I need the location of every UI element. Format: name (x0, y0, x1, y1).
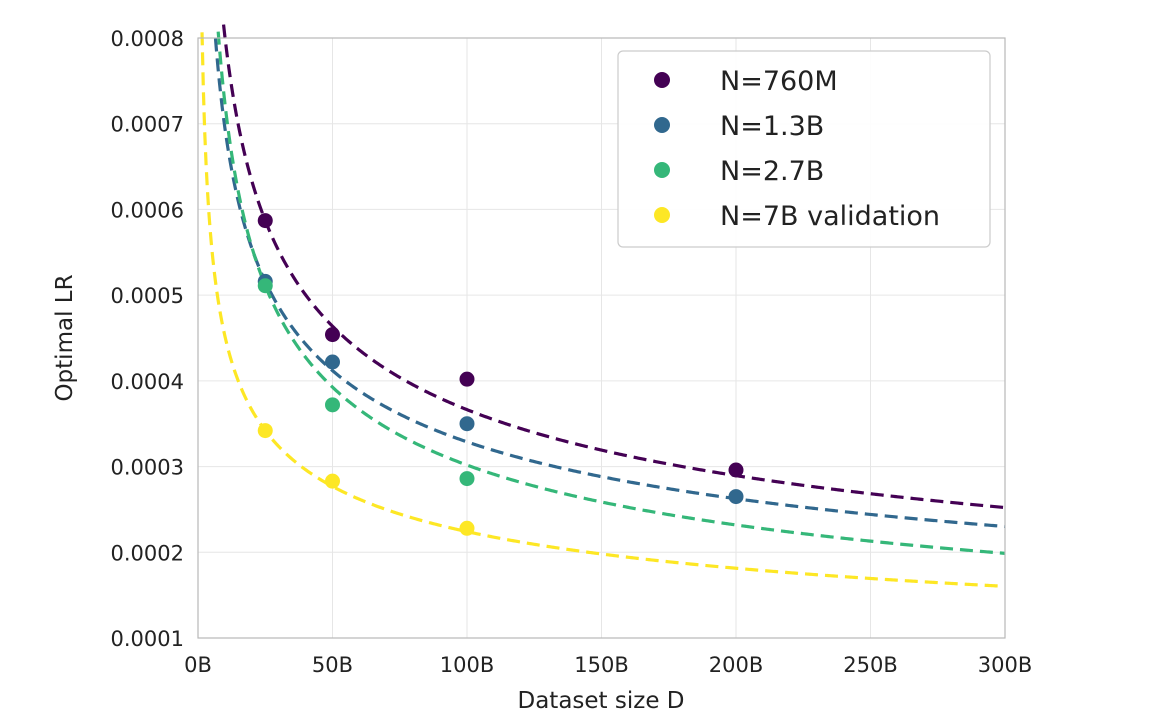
y-tick-label: 0.0002 (111, 541, 184, 565)
x-tick-label: 100B (440, 653, 495, 677)
legend-marker (654, 117, 670, 133)
data-point (459, 471, 475, 487)
data-point (257, 213, 273, 229)
data-point (459, 416, 475, 432)
data-point (257, 423, 273, 439)
legend-marker (654, 162, 670, 178)
y-tick-label: 0.0005 (111, 284, 184, 308)
fit-curves (200, 24, 1006, 588)
legend-marker (654, 72, 670, 88)
data-point (459, 371, 475, 387)
plot-frame (197, 37, 1006, 639)
x-tick-label: 300B (978, 653, 1033, 677)
y-tick-label: 0.0006 (111, 198, 184, 222)
legend-box (617, 50, 991, 248)
data-point (325, 473, 340, 489)
data-point (728, 489, 744, 505)
legend-label: N=1.3B (720, 111, 824, 142)
data-point (728, 462, 744, 478)
legend-label: N=760M (720, 66, 838, 97)
data-points (257, 213, 744, 536)
x-tick-label: 150B (574, 653, 629, 677)
x-axis-ticks: 0B 50B 100B 150B 200B 250B 300B (184, 653, 1032, 677)
data-point (325, 354, 340, 370)
legend-label: N=2.7B (720, 156, 824, 187)
y-tick-label: 0.0003 (111, 456, 184, 480)
data-point (459, 520, 475, 536)
fit-curve-1 (213, 38, 1006, 529)
x-tick-label: 50B (312, 653, 353, 677)
y-tick-label: 0.0001 (111, 627, 184, 651)
legend-label: N=7B validation (720, 201, 940, 232)
fit-curve-2 (216, 31, 1006, 555)
x-tick-label: 200B (709, 653, 764, 677)
data-point (325, 327, 340, 343)
fit-curve-3 (200, 32, 1006, 588)
y-tick-label: 0.0004 (111, 370, 184, 394)
fit-curve-0 (221, 24, 1006, 510)
x-axis-label: Dataset size D (518, 688, 685, 714)
x-tick-label: 250B (843, 653, 898, 677)
y-axis-ticks: 0.0001 0.0002 0.0003 0.0004 0.0005 0.0006 0.00… (111, 27, 184, 651)
y-axis-label: Optimal LR (52, 274, 78, 401)
x-tick-label: 0B (184, 653, 212, 677)
y-tick-label: 0.0007 (111, 113, 184, 137)
y-tick-label: 0.0008 (111, 27, 184, 51)
legend: N=760M N=1.3B N=2.7B N=7B validation (617, 50, 991, 248)
data-point (325, 397, 340, 413)
legend-marker (654, 207, 670, 223)
data-point (257, 278, 273, 294)
